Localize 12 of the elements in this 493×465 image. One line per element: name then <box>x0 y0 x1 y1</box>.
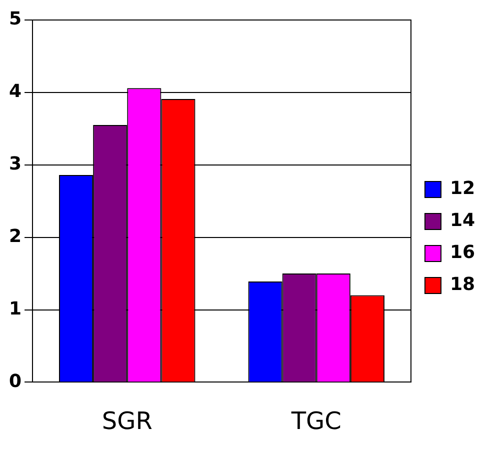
legend-label: 16 <box>450 242 476 264</box>
y-tick-label: 4 <box>8 81 22 102</box>
y-tick-label: 0 <box>8 370 22 392</box>
x-tick-label: SGR <box>102 406 152 435</box>
x-tick-label: TGC <box>290 406 342 435</box>
legend-label: 18 <box>450 274 476 296</box>
y-tick-label: 3 <box>8 154 22 175</box>
y-tick-label: 2 <box>8 226 22 247</box>
y-tick-label: 1 <box>8 298 22 320</box>
legend-label: 14 <box>450 210 476 232</box>
y-tick-label: 5 <box>8 8 22 30</box>
legend-label: 12 <box>450 178 476 200</box>
